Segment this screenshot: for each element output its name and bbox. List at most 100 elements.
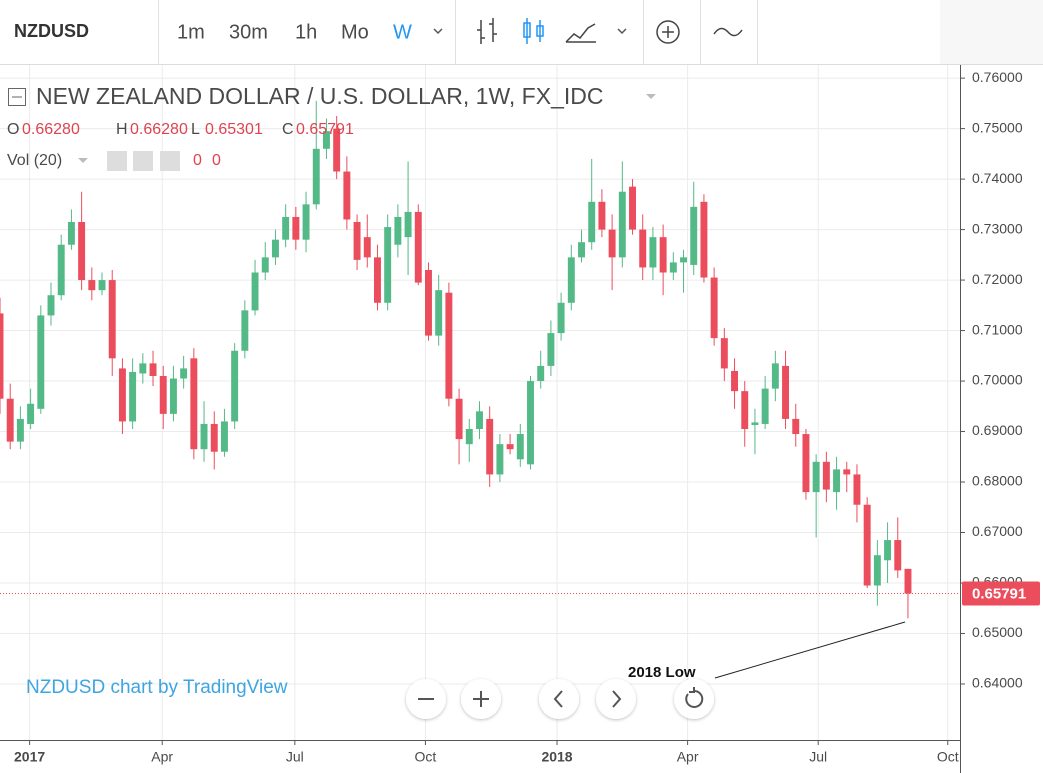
candle-body <box>302 204 310 240</box>
y-tick-label: 0.74000 <box>972 170 1023 186</box>
candle-body <box>282 216 290 240</box>
symbol[interactable]: NZDUSD <box>14 21 89 41</box>
y-tick-label: 0.73000 <box>972 220 1023 236</box>
y-tick-label: 0.70000 <box>972 372 1023 388</box>
candle-body <box>404 211 412 238</box>
interval-button[interactable]: 30m <box>229 21 268 43</box>
candle-body <box>57 244 65 296</box>
high-value: 0.66280 <box>130 121 188 138</box>
toolbar: NZDUSD 1m 30m 1h Mo W <box>0 0 1043 65</box>
open-label: O <box>7 121 19 138</box>
interval-menu[interactable] <box>433 28 443 35</box>
compare-button[interactable] <box>656 20 680 44</box>
annotation: 2018 Low <box>628 664 696 681</box>
candle-body <box>639 229 647 268</box>
candle-body <box>363 237 371 258</box>
candle-body <box>37 315 45 409</box>
series-title: NEW ZEALAND DOLLAR / U.S. DOLLAR, 1W, FX… <box>36 83 603 109</box>
chart-style-icons[interactable] <box>477 18 627 44</box>
x-tick-label: Oct <box>937 749 959 765</box>
candle-body <box>231 350 239 422</box>
candle-body <box>731 370 739 392</box>
candle-body <box>608 229 616 258</box>
candle-body <box>741 391 749 430</box>
candle-body <box>180 368 188 379</box>
candle-body <box>333 128 341 172</box>
candle-body <box>843 469 851 475</box>
candle-body <box>578 242 585 258</box>
y-tick-label: 0.69000 <box>972 422 1023 438</box>
volume-menu[interactable] <box>78 158 88 163</box>
candle-body <box>374 257 381 303</box>
nav-controls <box>406 679 714 719</box>
candle-body <box>27 403 35 424</box>
last-price-label: 0.65791 <box>972 586 1026 603</box>
toolbar-empty <box>940 0 1043 64</box>
annotation-line <box>714 621 906 679</box>
collapse-icon[interactable] <box>8 88 26 106</box>
candle-body <box>567 257 575 303</box>
candle-body <box>547 333 555 366</box>
candle-body <box>669 262 677 273</box>
indicators-button[interactable] <box>713 27 743 37</box>
toolbar-separators <box>158 0 758 64</box>
candle-body <box>649 237 657 268</box>
candle-body <box>853 474 861 505</box>
candle-body <box>6 398 14 442</box>
candle-body <box>190 358 198 450</box>
candle-body <box>139 363 147 374</box>
y-tick-label: 0.65000 <box>972 624 1023 640</box>
candle-body <box>476 411 483 430</box>
scroll-left[interactable] <box>539 679 579 719</box>
candle-body <box>261 257 269 273</box>
low-value: 0.65301 <box>205 121 263 138</box>
candle-body <box>312 148 320 205</box>
candle-body <box>220 421 228 452</box>
candle-body <box>537 365 545 382</box>
interval-button[interactable]: W <box>393 21 412 43</box>
x-tick-label: Apr <box>677 749 699 765</box>
plot <box>0 100 960 619</box>
interval-button[interactable]: 1m <box>177 21 205 43</box>
candle-body <box>822 461 830 490</box>
interval-button[interactable]: 1h <box>295 21 317 43</box>
scroll-right[interactable] <box>596 679 636 719</box>
y-tick-label: 0.72000 <box>972 271 1023 287</box>
y-tick-label: 0.67000 <box>972 523 1023 539</box>
candle-body <box>751 422 759 425</box>
candle-body <box>557 302 565 334</box>
candle-body <box>710 277 718 339</box>
open-value: 0.66280 <box>22 121 80 138</box>
x-tick-label: Apr <box>151 749 173 765</box>
candle-body <box>812 461 820 493</box>
x-tick-label: Jul <box>809 749 827 765</box>
candle-body <box>863 504 871 586</box>
title-menu[interactable] <box>646 94 656 99</box>
last-price-tag <box>962 581 1040 606</box>
candle-body <box>516 434 524 460</box>
low-label: L <box>191 121 200 138</box>
candle-body <box>67 222 75 245</box>
candle-body <box>200 423 208 450</box>
close-value: 0.65791 <box>296 121 354 138</box>
candle-body <box>659 237 667 273</box>
candle-body <box>78 222 86 281</box>
candle-body <box>506 444 514 450</box>
candle-body <box>98 280 106 291</box>
axes: 0.640000.650000.660000.670000.680000.690… <box>14 69 1040 765</box>
candle-body <box>720 338 728 369</box>
candle-body <box>527 381 534 465</box>
candle-body <box>251 272 259 311</box>
close-label: C <box>282 121 294 138</box>
candle-body <box>833 469 841 493</box>
reset[interactable] <box>674 679 714 719</box>
candle-body <box>445 292 453 399</box>
high-label: H <box>116 121 128 138</box>
interval-button[interactable]: Mo <box>341 21 369 43</box>
volume-icons[interactable] <box>107 151 180 171</box>
candle-body <box>618 191 626 258</box>
candle-body <box>88 280 96 291</box>
y-tick-label: 0.68000 <box>972 473 1023 489</box>
candle-body <box>455 398 463 440</box>
